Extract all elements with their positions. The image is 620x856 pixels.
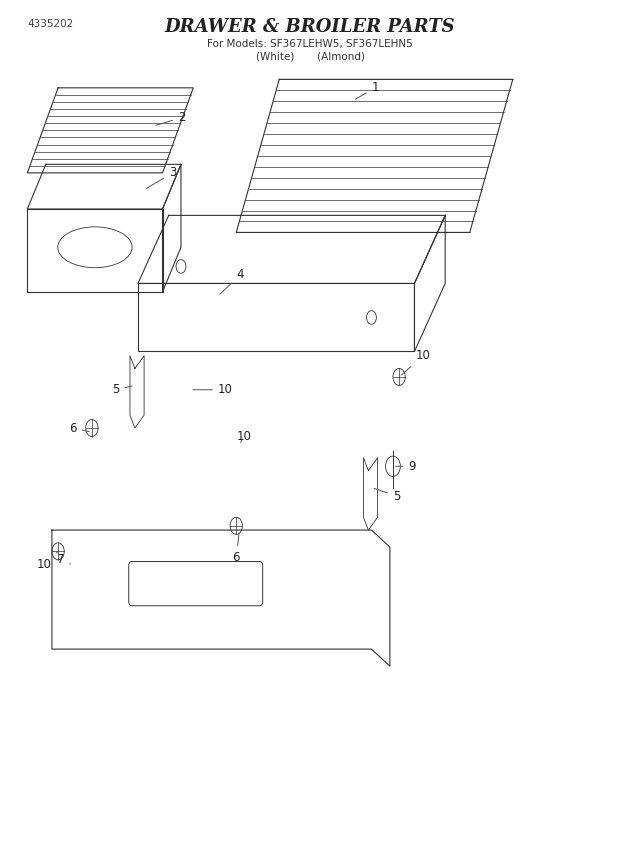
Text: 10: 10 — [401, 349, 430, 375]
Text: For Models: SF367LEHW5, SF367LEHN5: For Models: SF367LEHW5, SF367LEHN5 — [207, 39, 413, 49]
Text: (White)       (Almond): (White) (Almond) — [255, 51, 365, 62]
Text: 10: 10 — [37, 551, 58, 571]
Text: 4335202: 4335202 — [27, 19, 74, 29]
Text: 9: 9 — [396, 460, 416, 473]
Text: 1: 1 — [355, 81, 379, 99]
Text: 2: 2 — [156, 111, 185, 125]
Text: 6: 6 — [69, 421, 89, 435]
Text: 5: 5 — [112, 383, 132, 396]
Text: 6: 6 — [232, 532, 240, 564]
Text: DRAWER & BROILER PARTS: DRAWER & BROILER PARTS — [165, 18, 455, 36]
Text: 5: 5 — [374, 489, 401, 502]
Text: 3: 3 — [146, 166, 176, 188]
Text: 7: 7 — [306, 19, 314, 29]
Text: 10: 10 — [193, 383, 232, 396]
Text: 4: 4 — [220, 269, 244, 294]
Text: 7: 7 — [56, 553, 70, 567]
Text: 10: 10 — [236, 430, 251, 443]
